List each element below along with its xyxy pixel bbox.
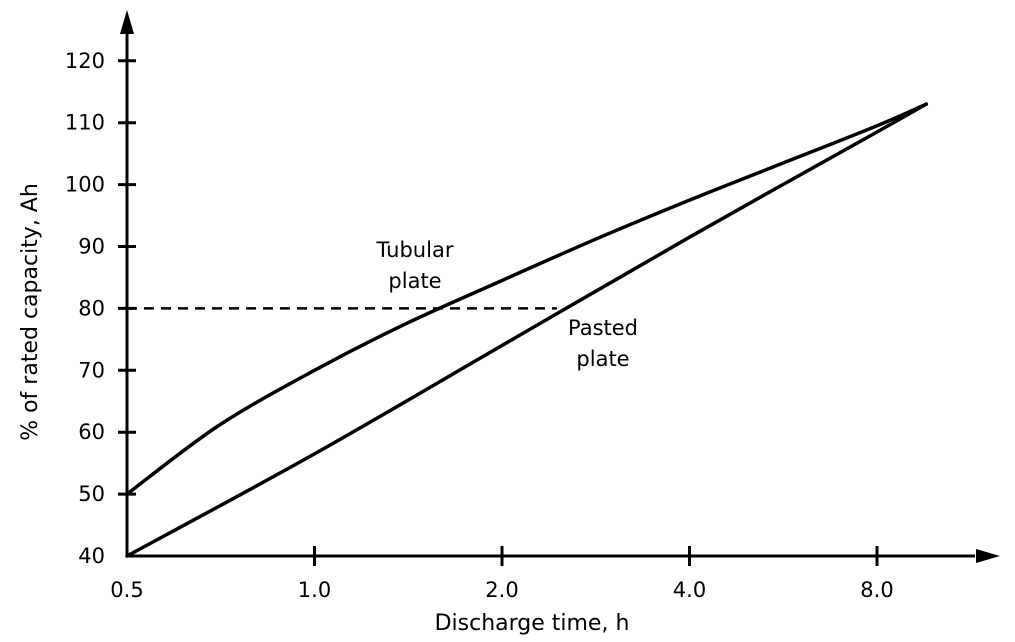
axes: 40 50 60 70 80 90 100 110 120 0.5 1.0 2.0 4.0 8.0 (65, 10, 1000, 602)
y-axis-title: % of rated capacity, Ah (18, 183, 43, 441)
series-layer: Tubular plate Pasted plate (125, 102, 929, 558)
y-tick-label: 120 (65, 49, 105, 73)
tubular-plate-label: Tubular (376, 238, 454, 262)
y-axis-arrow (120, 10, 134, 34)
x-tick-label: 8.0 (860, 578, 893, 602)
y-tick-label: 80 (78, 296, 105, 320)
x-axis-arrow (976, 549, 1000, 563)
x-axis-title: Discharge time, h (435, 611, 630, 636)
y-tick-label: 60 (78, 420, 105, 444)
x-tick-label: 2.0 (485, 578, 518, 602)
tubular-plate-line (125, 102, 929, 496)
y-tick-label: 70 (78, 358, 105, 382)
pasted-plate-line (125, 102, 929, 558)
y-tick-label: 40 (78, 544, 105, 568)
pasted-plate-label: Pasted (568, 316, 638, 340)
tubular-plate-label: plate (388, 269, 441, 293)
labels-layer: Discharge time, h % of rated capacity, A… (18, 183, 629, 636)
x-tick-label: 0.5 (110, 578, 143, 602)
x-tick-label: 1.0 (298, 578, 331, 602)
y-tick-label: 110 (65, 111, 105, 135)
y-tick-label: 100 (65, 173, 105, 197)
x-tick-label: 4.0 (673, 578, 706, 602)
y-tick-label: 90 (78, 235, 105, 259)
pasted-plate-label: plate (576, 347, 629, 371)
y-tick-label: 50 (78, 482, 105, 506)
